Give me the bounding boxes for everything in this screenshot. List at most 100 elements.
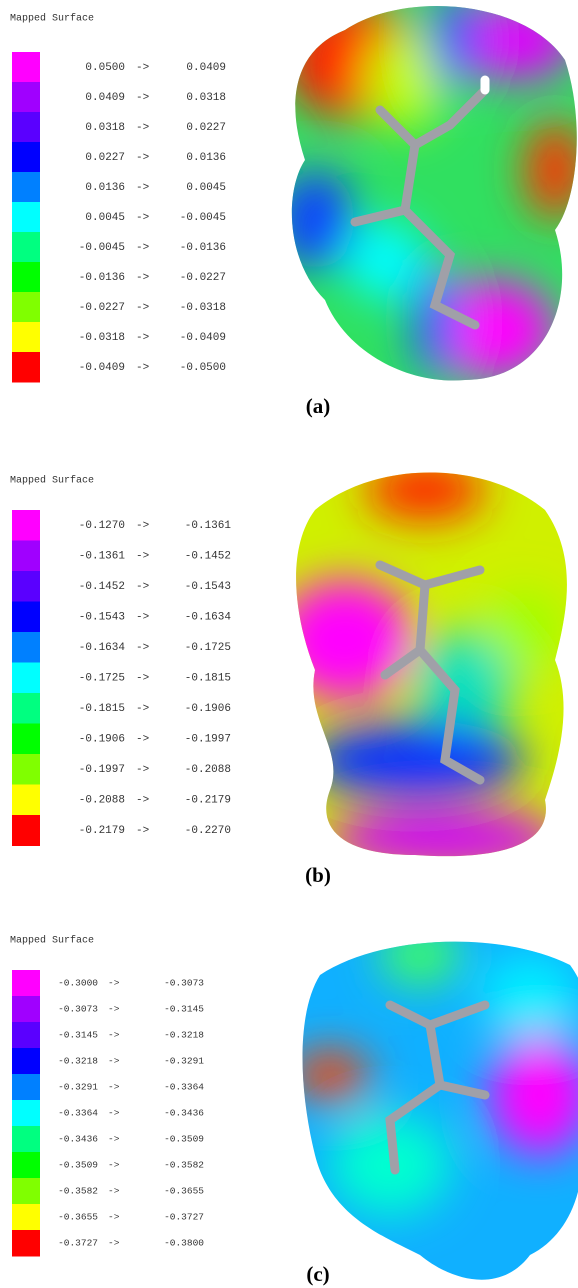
legend-swatch	[12, 1048, 40, 1075]
range-to: -0.1725	[185, 642, 231, 654]
range-arrow: ->	[108, 1082, 120, 1093]
legend-swatch	[12, 571, 40, 602]
range-from: -0.1815	[79, 703, 125, 715]
range-from: -0.0227	[79, 302, 125, 314]
range-arrow: ->	[136, 92, 149, 104]
legend-swatch	[12, 1152, 40, 1179]
range-arrow: ->	[108, 1186, 120, 1197]
legend-swatch	[12, 202, 40, 233]
legend-swatch	[12, 540, 40, 572]
range-to: -0.2088	[185, 764, 231, 776]
legend-swatch	[12, 352, 40, 383]
range-to: -0.2270	[185, 825, 231, 837]
legend-title: Mapped Surface	[10, 13, 94, 25]
range-from: -0.1997	[79, 764, 125, 776]
range-arrow: ->	[108, 1004, 120, 1015]
range-arrow: ->	[136, 612, 149, 624]
range-from: 0.0227	[85, 152, 125, 164]
range-from: -0.2088	[79, 795, 125, 807]
legend-swatch	[12, 1178, 40, 1205]
range-from: -0.0136	[79, 272, 125, 284]
range-from: -0.3655	[58, 1212, 98, 1223]
range-from: -0.3073	[58, 1004, 98, 1015]
legend-swatch	[12, 1022, 40, 1049]
range-arrow: ->	[136, 302, 149, 314]
legend-swatch	[12, 996, 40, 1023]
legend-swatch	[12, 1126, 40, 1153]
range-arrow: ->	[136, 332, 149, 344]
panel-caption: (b)	[305, 863, 331, 887]
range-from: -0.0045	[79, 242, 125, 254]
legend-swatch	[12, 52, 40, 83]
range-to: -0.1452	[185, 551, 231, 563]
range-to: -0.1815	[185, 673, 231, 685]
range-arrow: ->	[136, 642, 149, 654]
range-arrow: ->	[136, 242, 149, 254]
range-to: -0.3727	[164, 1212, 204, 1223]
range-arrow: ->	[108, 1108, 120, 1119]
range-from: -0.1270	[79, 520, 125, 532]
legend-swatch	[12, 754, 40, 785]
range-from: -0.3145	[58, 1030, 98, 1041]
range-arrow: ->	[108, 1238, 120, 1249]
legend-swatch	[12, 142, 40, 173]
range-from: -0.1452	[79, 581, 125, 593]
range-to: -0.3800	[164, 1238, 204, 1249]
range-to: -0.3436	[164, 1108, 204, 1119]
legend-swatch	[12, 1100, 40, 1127]
range-from: 0.0318	[85, 122, 125, 134]
range-from: -0.3291	[58, 1082, 98, 1093]
range-arrow: ->	[136, 212, 149, 224]
range-arrow: ->	[136, 703, 149, 715]
range-to: -0.3509	[164, 1134, 204, 1145]
range-from: 0.0500	[85, 62, 125, 74]
range-from: -0.3436	[58, 1134, 98, 1145]
legend-swatch	[12, 970, 40, 997]
range-arrow: ->	[108, 1212, 120, 1223]
legend-title: Mapped Surface	[10, 935, 94, 947]
range-to: -0.0409	[180, 332, 226, 344]
range-to: -0.3291	[164, 1056, 204, 1067]
range-from: 0.0136	[85, 182, 125, 194]
range-to: 0.0227	[186, 122, 226, 134]
range-to: -0.0500	[180, 362, 226, 374]
legend-swatch	[12, 292, 40, 323]
range-arrow: ->	[108, 1030, 120, 1041]
legend-title: Mapped Surface	[10, 475, 94, 487]
range-to: -0.0318	[180, 302, 226, 314]
range-from: -0.1634	[79, 642, 126, 654]
legend-swatch	[12, 601, 40, 633]
range-from: -0.3582	[58, 1186, 98, 1197]
range-from: -0.3727	[58, 1238, 98, 1249]
range-arrow: ->	[136, 764, 149, 776]
range-arrow: ->	[136, 551, 149, 563]
legend-swatch	[12, 632, 40, 663]
range-arrow: ->	[136, 673, 149, 685]
range-to: -0.1634	[185, 612, 232, 624]
range-to: -0.1361	[185, 520, 232, 532]
range-from: -0.3364	[58, 1108, 98, 1119]
range-from: -0.3509	[58, 1160, 98, 1171]
range-to: -0.1906	[185, 703, 231, 715]
range-arrow: ->	[108, 1134, 120, 1145]
range-arrow: ->	[136, 62, 149, 74]
range-to: -0.1543	[185, 581, 231, 593]
legend-swatch	[12, 322, 40, 353]
range-arrow: ->	[136, 362, 149, 374]
range-from: 0.0409	[85, 92, 125, 104]
range-to: -0.3073	[164, 978, 204, 989]
range-arrow: ->	[136, 122, 149, 134]
range-from: -0.2179	[79, 825, 125, 837]
legend-swatch	[12, 510, 40, 541]
range-to: -0.1997	[185, 734, 231, 746]
legend-swatch	[12, 784, 40, 816]
surface-a	[291, 6, 577, 381]
range-to: -0.0136	[180, 242, 226, 254]
range-from: 0.0045	[85, 212, 125, 224]
legend-swatch	[12, 172, 40, 203]
surface-c	[302, 941, 578, 1280]
range-to: 0.0136	[186, 152, 226, 164]
range-to: 0.0045	[186, 182, 226, 194]
panel-caption: (c)	[306, 1262, 329, 1286]
